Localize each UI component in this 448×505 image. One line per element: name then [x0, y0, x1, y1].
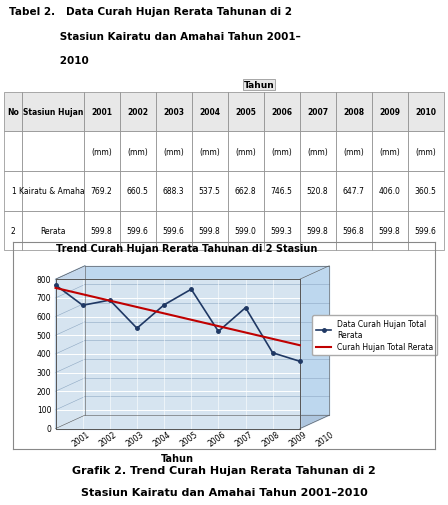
Text: 0: 0	[47, 424, 52, 433]
Text: 2010: 2010	[9, 56, 89, 66]
Polygon shape	[85, 266, 329, 415]
Text: Stasiun Kairatu dan Amahai Tahun 2001–2010: Stasiun Kairatu dan Amahai Tahun 2001–20…	[81, 487, 367, 497]
Text: 2010: 2010	[314, 430, 336, 448]
Text: 2001: 2001	[70, 430, 91, 448]
Text: Trend Curah Hujan Rerata Tahunan di 2 Stasiun: Trend Curah Hujan Rerata Tahunan di 2 St…	[56, 244, 317, 254]
Text: 800: 800	[37, 275, 52, 284]
Text: 200: 200	[37, 387, 52, 396]
Text: 500: 500	[37, 331, 52, 340]
Text: Stasiun Kairatu dan Amahai Tahun 2001–: Stasiun Kairatu dan Amahai Tahun 2001–	[9, 31, 301, 41]
Text: Grafik 2. Trend Curah Hujan Rerata Tahunan di 2: Grafik 2. Trend Curah Hujan Rerata Tahun…	[72, 465, 376, 475]
Text: 2003: 2003	[125, 430, 146, 448]
Text: 2007: 2007	[233, 430, 254, 448]
Text: Tabel 2.   Data Curah Hujan Rerata Tahunan di 2: Tabel 2. Data Curah Hujan Rerata Tahunan…	[9, 7, 292, 17]
Polygon shape	[56, 280, 300, 429]
Text: Tahun: Tahun	[161, 453, 194, 464]
Text: 2005: 2005	[179, 430, 200, 448]
Text: Tahun: Tahun	[244, 81, 275, 90]
Text: 2004: 2004	[152, 430, 173, 448]
Text: 100: 100	[37, 406, 52, 415]
Polygon shape	[56, 415, 329, 429]
Text: 400: 400	[37, 350, 52, 359]
Text: 600: 600	[37, 313, 52, 321]
Polygon shape	[56, 266, 85, 429]
Text: 2002: 2002	[97, 430, 118, 448]
Legend: Data Curah Hujan Total
Rerata, Curah Hujan Total Rerata: Data Curah Hujan Total Rerata, Curah Huj…	[312, 316, 437, 356]
Text: 2009: 2009	[288, 430, 308, 448]
Text: 700: 700	[37, 294, 52, 303]
Text: 2006: 2006	[206, 430, 227, 448]
Text: 300: 300	[37, 368, 52, 377]
Text: 2008: 2008	[260, 430, 281, 448]
